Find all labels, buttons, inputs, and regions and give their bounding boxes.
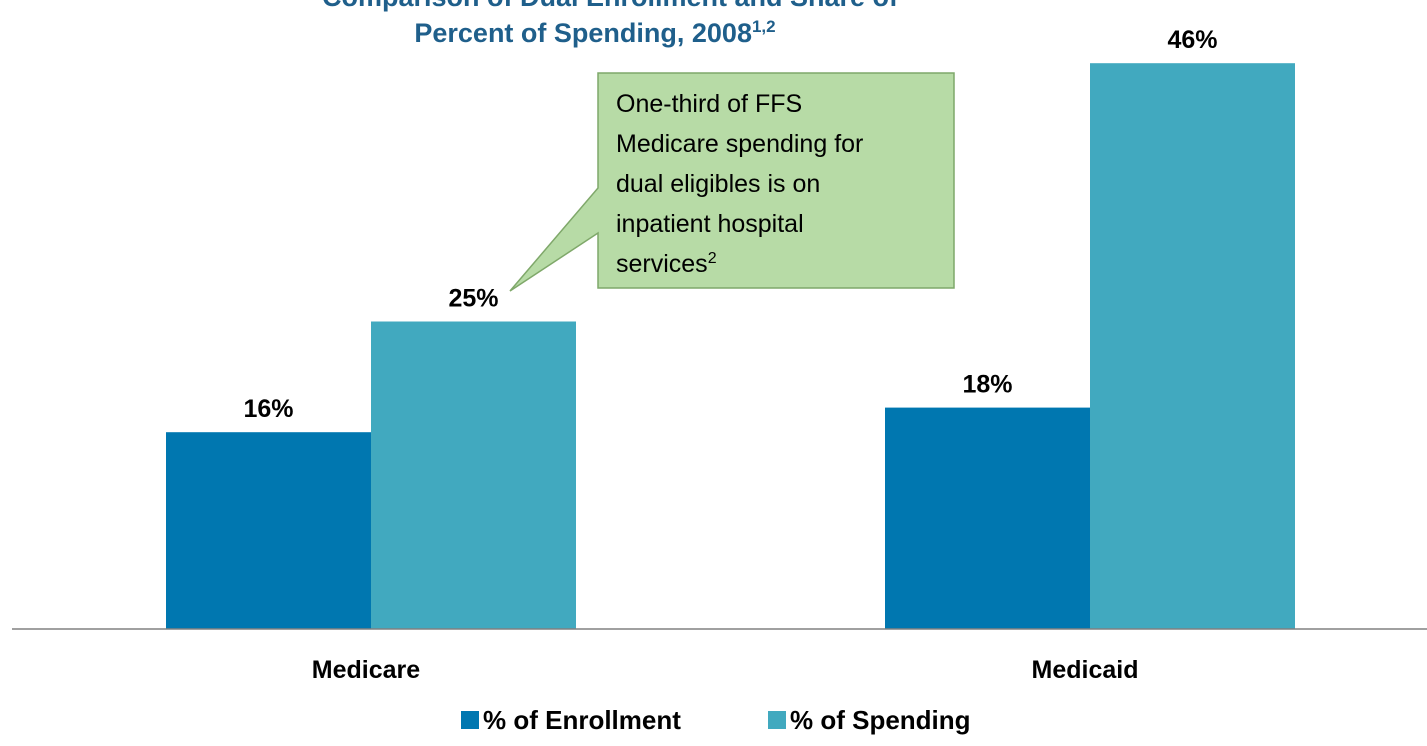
value-labels-group: 16% 25% 18% 46% <box>243 26 1217 423</box>
bars-group <box>166 63 1295 629</box>
value-label-medicaid-of-spending: 46% <box>1167 26 1217 54</box>
callout-text: One-third of FFS Medicare spending for d… <box>616 90 870 278</box>
category-label-medicare: Medicare <box>312 656 420 684</box>
category-labels-group: Medicare Medicaid <box>312 656 1139 684</box>
bar-medicaid-of-enrollment <box>885 407 1090 629</box>
value-label-medicare-of-spending: 25% <box>448 285 498 313</box>
legend: % of Enrollment % of Spending <box>461 705 971 735</box>
value-label-medicaid-of-enrollment: 18% <box>962 371 1012 399</box>
chart-title-line2: Percent of Spending, 20081,2 <box>414 17 775 48</box>
legend-label-enrollment: % of Enrollment <box>483 705 681 735</box>
legend-label-spending: % of Spending <box>790 705 971 735</box>
callout-line-2: Medicare spending for <box>616 130 863 158</box>
callout: One-third of FFS Medicare spending for d… <box>509 72 955 292</box>
bar-medicare-of-spending <box>371 321 576 629</box>
callout-line-4: inpatient hospital <box>616 210 804 238</box>
callout-box <box>509 72 955 292</box>
chart-title-main: Percent of Spending, 2008 <box>414 18 752 48</box>
callout-line-1: One-third of FFS <box>616 90 802 118</box>
legend-swatch-enrollment <box>461 711 479 729</box>
bar-medicare-of-enrollment <box>166 432 371 629</box>
chart-title-line1: Comparison of Dual Enrollment and Share … <box>322 0 899 12</box>
callout-line-3: dual eligibles is on <box>616 170 820 198</box>
callout-superscript: 2 <box>708 250 717 267</box>
category-label-medicaid: Medicaid <box>1032 656 1139 684</box>
chart-title-superscript: 1,2 <box>752 17 776 36</box>
legend-swatch-spending <box>768 711 786 729</box>
bar-medicaid-of-spending <box>1090 63 1295 629</box>
value-label-medicare-of-enrollment: 16% <box>243 395 293 423</box>
callout-line-5: services <box>616 250 708 278</box>
